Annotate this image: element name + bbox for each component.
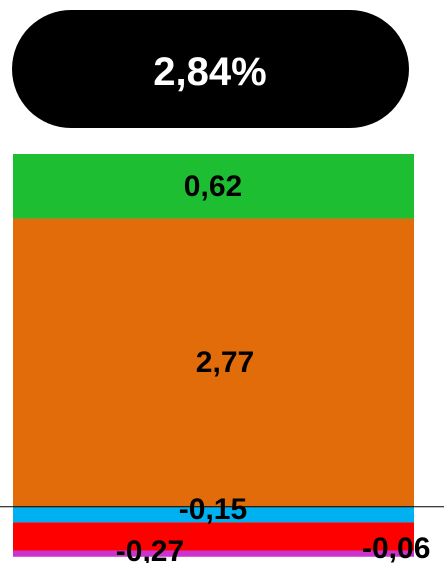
bar-segment — [13, 550, 414, 557]
bar-segment — [13, 506, 414, 523]
bar-segment — [13, 522, 414, 551]
bar-segment — [13, 218, 414, 507]
chart-title: 2,84% — [153, 50, 266, 94]
value-label: -0,27 — [116, 535, 184, 563]
value-label: -0,06 — [362, 532, 430, 563]
value-label: 0,62 — [184, 170, 242, 203]
value-label: 2,77 — [196, 346, 254, 379]
title-pill — [12, 10, 409, 128]
value-label: -0,15 — [179, 493, 247, 526]
bar-segment — [13, 154, 414, 219]
